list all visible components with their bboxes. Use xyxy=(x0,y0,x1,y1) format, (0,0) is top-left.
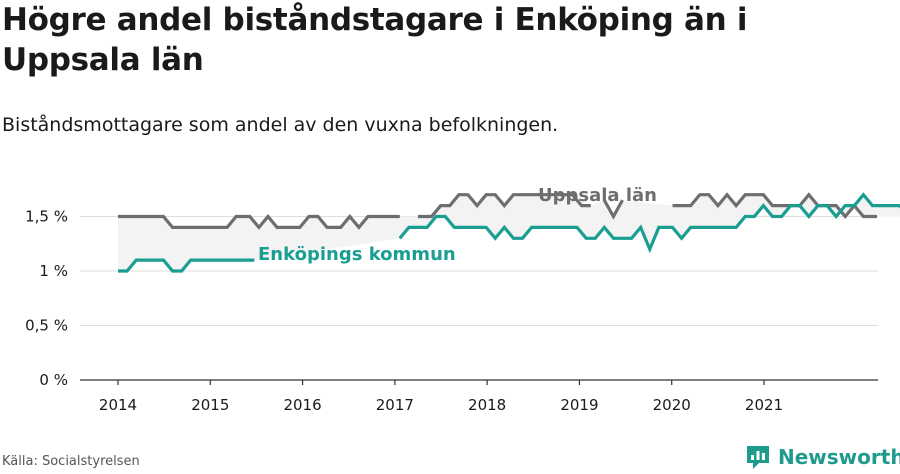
uppsala-lan-line xyxy=(118,214,400,230)
uppsala-lan-line xyxy=(417,193,591,219)
y-tick-label: 1,5 % xyxy=(25,208,68,226)
uppsala-lan-line xyxy=(672,192,878,219)
uppsala-lan-label: Uppsala län xyxy=(538,185,657,206)
enkopings-kommun-label: Enköpings kommun xyxy=(258,244,456,265)
x-tick-label: 2014 xyxy=(99,396,137,414)
enkopings-kommun-line xyxy=(398,192,900,254)
enkopings-kommun-line xyxy=(118,258,255,273)
y-tick-label: 1 % xyxy=(39,262,68,280)
x-tick-label: 2020 xyxy=(653,396,691,414)
y-tick-label: 0 % xyxy=(39,371,68,389)
chart-subtitle: Biståndsmottagare som andel av den vuxna… xyxy=(2,114,559,136)
chart-title: Högre andel biståndstagare i Enköping än… xyxy=(2,2,748,78)
x-tick-label: 2016 xyxy=(283,396,321,414)
newsworthy-logo[interactable]: Newsworthy xyxy=(744,442,900,472)
x-tick-label: 2018 xyxy=(468,396,506,414)
uppsala-lan-line xyxy=(602,199,624,220)
x-tick-label: 2015 xyxy=(191,396,229,414)
brand-name: Newsworthy xyxy=(778,445,900,469)
x-tick-label: 2017 xyxy=(376,396,414,414)
x-tick-label: 2021 xyxy=(745,396,783,414)
y-tick-label: 0,5 % xyxy=(25,317,68,335)
x-tick-label: 2019 xyxy=(560,396,598,414)
source-note: Källa: Socialstyrelsen xyxy=(2,454,140,469)
newsworthy-icon xyxy=(747,446,769,469)
